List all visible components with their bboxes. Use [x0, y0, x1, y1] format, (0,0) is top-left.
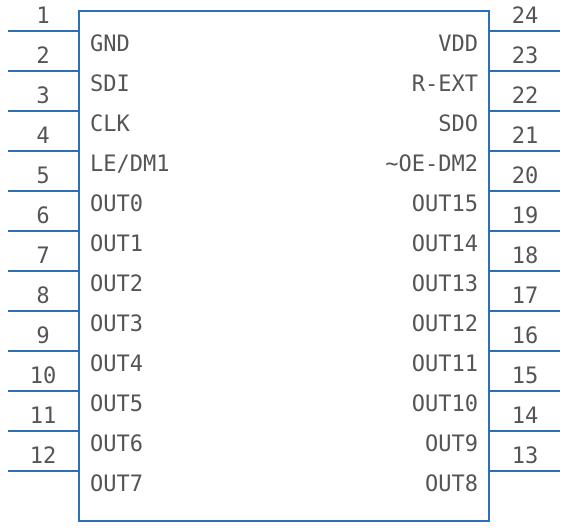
pin-number: 16 [490, 324, 560, 349]
pin-number: 23 [490, 44, 560, 69]
pin-lead [490, 110, 560, 112]
pin-label: OUT3 [90, 312, 143, 337]
pin-lead [8, 110, 78, 112]
pin-label: OUT15 [412, 192, 478, 217]
pin-label: LE/DM1 [90, 152, 169, 177]
pin-number: 6 [8, 204, 78, 229]
pin-label: OUT11 [412, 352, 478, 377]
pin-label: VDD [438, 32, 478, 57]
pin-number: 2 [8, 44, 78, 69]
pin-number: 4 [8, 124, 78, 149]
pin-number: 7 [8, 244, 78, 269]
pin-label: OUT5 [90, 392, 143, 417]
pin-lead [8, 390, 78, 392]
pin-number: 14 [490, 404, 560, 429]
pin-lead [490, 350, 560, 352]
pin-number: 8 [8, 284, 78, 309]
pin-label: ~OE-DM2 [385, 152, 478, 177]
pin-label: OUT13 [412, 272, 478, 297]
pin-lead [490, 70, 560, 72]
pin-label: OUT2 [90, 272, 143, 297]
pin-lead [8, 350, 78, 352]
pin-number: 11 [8, 404, 78, 429]
pin-lead [8, 230, 78, 232]
pin-lead [8, 310, 78, 312]
pin-number: 5 [8, 164, 78, 189]
pin-lead [490, 390, 560, 392]
pin-number: 10 [8, 364, 78, 389]
pin-label: OUT8 [425, 472, 478, 497]
pin-number: 17 [490, 284, 560, 309]
pin-label: OUT9 [425, 432, 478, 457]
pin-lead [8, 270, 78, 272]
pin-number: 13 [490, 444, 560, 469]
pin-number: 22 [490, 84, 560, 109]
pin-label: OUT0 [90, 192, 143, 217]
pin-lead [490, 150, 560, 152]
pin-lead [8, 470, 78, 472]
pin-number: 12 [8, 444, 78, 469]
pin-label: CLK [90, 112, 130, 137]
pin-number: 9 [8, 324, 78, 349]
pin-label: SDO [438, 112, 478, 137]
pin-lead [8, 30, 78, 32]
pin-lead [8, 190, 78, 192]
pin-lead [490, 470, 560, 472]
pin-label: R-EXT [412, 72, 478, 97]
pin-lead [490, 230, 560, 232]
pin-number: 1 [8, 4, 78, 29]
pin-label: OUT12 [412, 312, 478, 337]
pin-lead [490, 190, 560, 192]
pin-number: 19 [490, 204, 560, 229]
pin-number: 18 [490, 244, 560, 269]
pin-number: 20 [490, 164, 560, 189]
pin-lead [8, 430, 78, 432]
pin-lead [490, 30, 560, 32]
pin-label: GND [90, 32, 130, 57]
pin-lead [490, 270, 560, 272]
pin-label: SDI [90, 72, 130, 97]
pin-number: 3 [8, 84, 78, 109]
pin-number: 24 [490, 4, 560, 29]
pin-lead [8, 70, 78, 72]
pin-lead [490, 310, 560, 312]
pin-number: 15 [490, 364, 560, 389]
pin-label: OUT7 [90, 472, 143, 497]
pin-label: OUT14 [412, 232, 478, 257]
pin-label: OUT10 [412, 392, 478, 417]
pin-label: OUT6 [90, 432, 143, 457]
pin-label: OUT1 [90, 232, 143, 257]
pin-lead [490, 430, 560, 432]
pin-lead [8, 150, 78, 152]
pin-number: 21 [490, 124, 560, 149]
pin-label: OUT4 [90, 352, 143, 377]
